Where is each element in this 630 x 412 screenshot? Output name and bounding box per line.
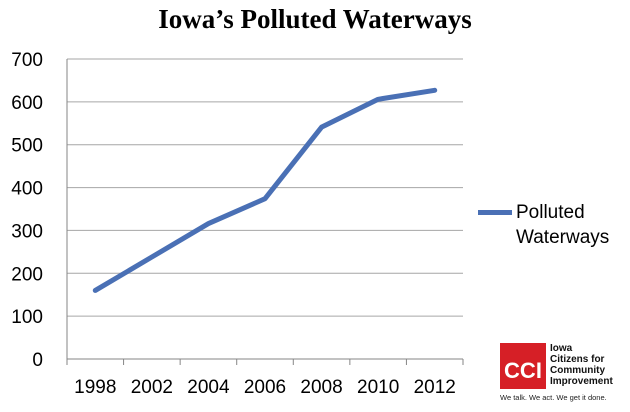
y-tick-label: 400 — [11, 179, 43, 200]
x-tick-label: 2002 — [131, 377, 173, 398]
legend-label: Polluted Waterways — [516, 202, 610, 248]
x-tick-label: 2006 — [244, 377, 286, 398]
y-tick-label: 200 — [11, 264, 43, 285]
x-tick-label: 2012 — [414, 377, 456, 398]
logo-name-line: Improvement — [550, 376, 613, 387]
x-tick-label: 2004 — [187, 377, 230, 398]
y-tick-label: 0 — [32, 350, 43, 371]
x-tick-label: 1998 — [74, 377, 116, 398]
logo-tagline: We talk. We act. We get it done. — [500, 393, 607, 402]
logo-name: Iowa Citizens for Community Improvement — [550, 343, 630, 387]
y-tick-label: 100 — [11, 307, 43, 328]
y-tick-label: 600 — [11, 93, 43, 114]
legend-swatch — [478, 210, 512, 215]
cci-logo: CCI Iowa Citizens for Community Improvem… — [500, 343, 625, 405]
chart-title: Iowa’s Polluted Waterways — [158, 4, 472, 34]
x-tick-label: 2008 — [300, 377, 342, 398]
logo-mark: CCI — [500, 343, 546, 389]
legend: Polluted Waterways — [478, 200, 626, 250]
y-tick-label: 700 — [11, 50, 43, 71]
logo-name-line: Iowa — [550, 343, 573, 354]
y-tick-label: 300 — [11, 221, 43, 242]
logo-name-line: Community — [550, 365, 605, 376]
x-tick-label: 2010 — [357, 377, 399, 398]
series-line — [92, 87, 438, 293]
logo-name-line: Citizens for — [550, 354, 605, 365]
y-tick-label: 500 — [11, 136, 43, 157]
